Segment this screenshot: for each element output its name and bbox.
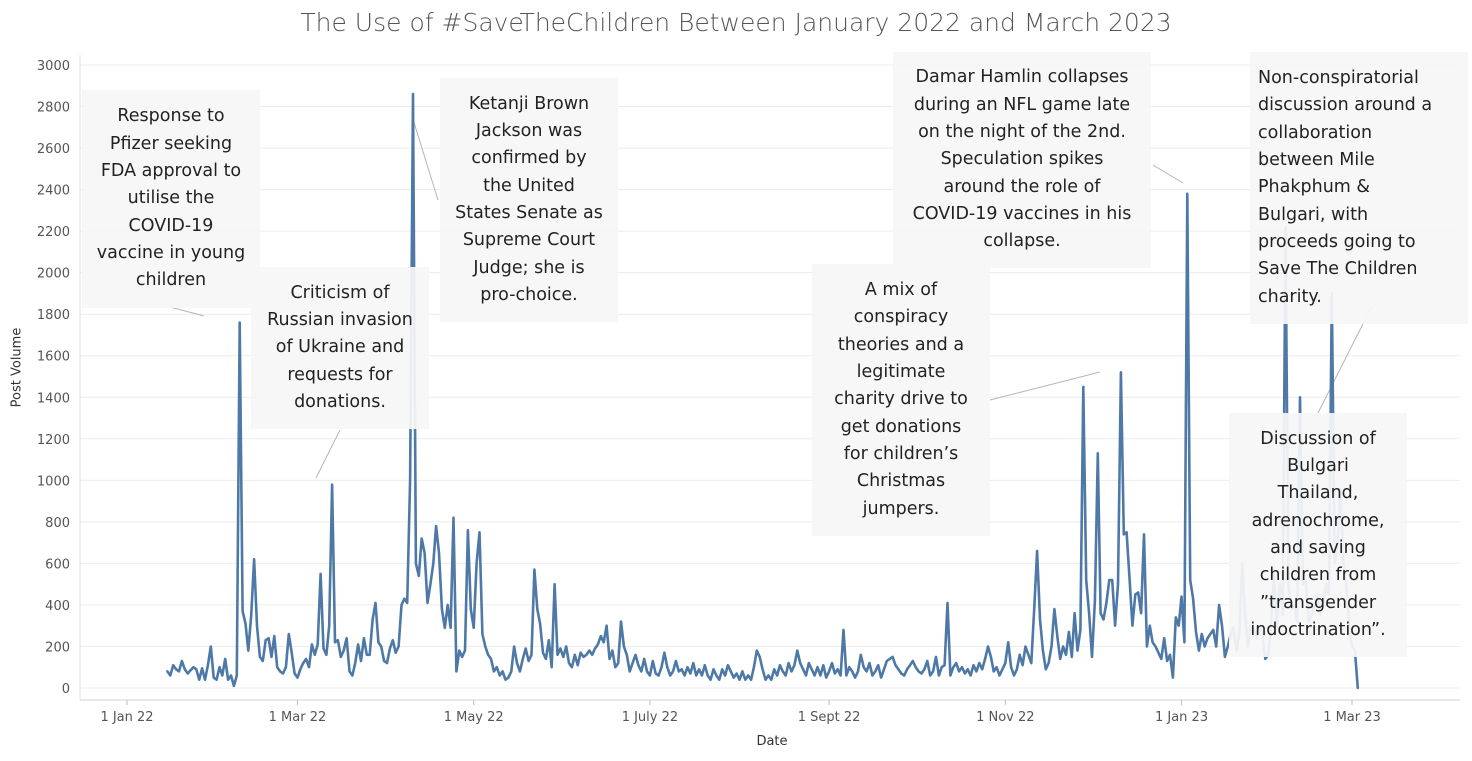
ann-ketanji: Ketanji Brown Jackson was confirmed by the … — [440, 78, 618, 322]
x-tick-label: 1 Nov 22 — [976, 710, 1034, 725]
x-tick-label: 1 Mar 22 — [269, 710, 327, 725]
y-tick-label: 200 — [45, 640, 70, 655]
leader-ann-ukraine — [315, 429, 341, 479]
y-tick-label: 1400 — [37, 391, 70, 406]
ann-hamlin: Damar Hamlin collapses during an NFL game… — [893, 52, 1151, 268]
leader-ann-hamlin — [1152, 164, 1184, 184]
x-tick-label: 1 May 22 — [444, 710, 504, 725]
x-axis-label: Date — [756, 734, 788, 749]
annotation-text: Non-conspiratorial discussion around a col… — [1258, 68, 1433, 307]
chart-title: The Use of #SaveTheChildren Between Janu… — [300, 8, 1172, 37]
x-tick-label: 1 Jan 23 — [1155, 710, 1208, 725]
ann-ukraine: Criticism of Russian invasion of Ukraine a… — [251, 267, 429, 429]
y-axis-ticks: 0 200 400 600 800 1000 1200 1400 1600 1800 2000 220… — [37, 59, 70, 697]
y-tick-label: 2800 — [37, 101, 70, 116]
x-tick-label: 1 July 22 — [622, 710, 678, 725]
y-tick-label: 2200 — [37, 225, 70, 240]
x-axis-ticks: 1 Jan 22 1 Mar 22 1 May 22 1 July 22 1 Sept … — [100, 700, 1381, 725]
leader-ann-christmas — [989, 371, 1101, 401]
annotation-text: A mix of conspiracy theories and a legitima… — [834, 280, 968, 519]
annotation-text: Response to Pfizer seeking FDA approval to… — [96, 106, 246, 291]
y-tick-label: 2000 — [37, 267, 70, 282]
x-tick-label: 1 Sept 22 — [798, 710, 861, 725]
annotation-text: Criticism of Russian invasion of Ukraine a… — [267, 282, 413, 412]
y-tick-label: 2600 — [37, 142, 70, 157]
leader-ann-ketanji — [411, 115, 439, 201]
y-tick-label: 1600 — [37, 350, 70, 365]
annotation-text: Ketanji Brown Jackson was confirmed by the … — [455, 93, 603, 305]
y-tick-label: 1200 — [37, 433, 70, 448]
ann-christmas: A mix of conspiracy theories and a legitima… — [812, 264, 990, 536]
y-tick-label: 600 — [45, 557, 70, 572]
series-lines — [166, 92, 1360, 690]
annotation-text: Discussion of Bulgari Thailand, adrenochrom… — [1250, 428, 1386, 640]
ann-pfizer: Response to Pfizer seeking FDA approval to… — [82, 90, 260, 308]
series-line-0 — [166, 92, 1360, 690]
leader-ann-pfizer — [169, 306, 205, 317]
y-axis-label: Post Volume — [9, 327, 25, 408]
y-tick-label: 1000 — [37, 474, 70, 489]
x-tick-label: 1 Mar 23 — [1323, 710, 1381, 725]
y-tick-label: 0 — [62, 682, 70, 697]
y-tick-label: 2400 — [37, 184, 70, 199]
x-tick-label: 1 Jan 22 — [100, 710, 153, 725]
y-tick-label: 800 — [45, 516, 70, 531]
y-tick-label: 400 — [45, 599, 70, 614]
y-tick-label: 3000 — [37, 59, 70, 74]
y-tick-label: 1800 — [37, 308, 70, 323]
ann-bulgari-collab: Non-conspiratorial discussion around a col… — [1250, 52, 1468, 324]
ann-bulgari-thailand: Discussion of Bulgari Thailand, adrenochrom… — [1229, 413, 1407, 657]
annotation-text: Damar Hamlin collapses during an NFL game… — [912, 67, 1132, 252]
